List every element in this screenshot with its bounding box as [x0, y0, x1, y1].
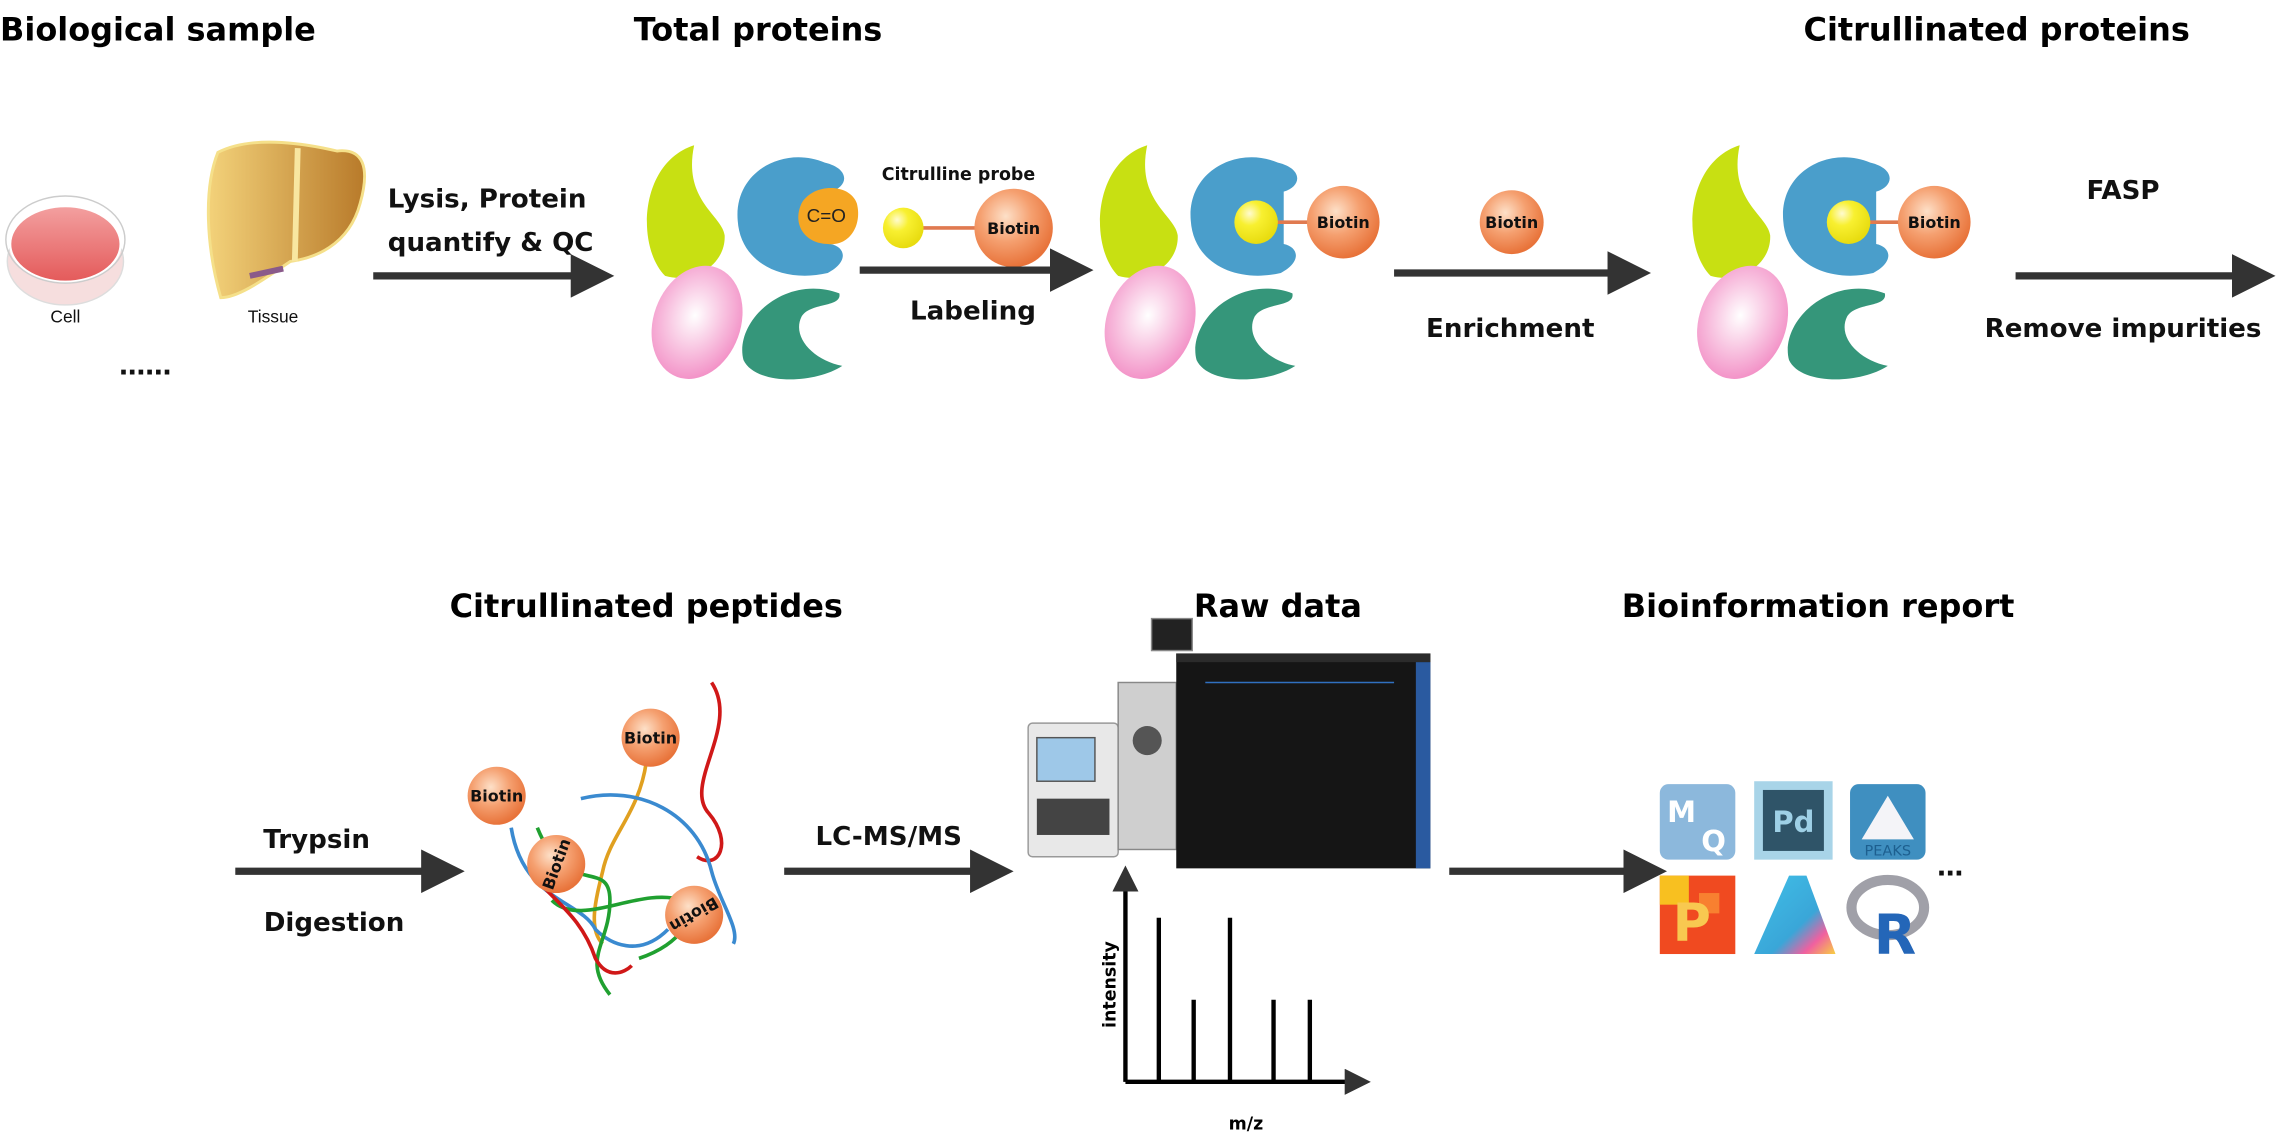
remove-impurities-label: Remove impurities — [1985, 314, 2262, 344]
bioinformation-report-title: Bioinformation report — [1622, 587, 2015, 625]
liver-tissue-icon — [206, 140, 367, 300]
protein-cluster-icon — [636, 145, 845, 392]
cell-label: Cell — [50, 306, 80, 326]
digestion-label: Digestion — [264, 908, 405, 938]
svg-text:PEAKS: PEAKS — [1864, 843, 1911, 859]
citrulline-probe-label: Citrulline probe — [882, 165, 1035, 185]
svg-text:Biotin: Biotin — [470, 787, 523, 806]
probe-ball-icon — [1234, 200, 1278, 244]
x-axis-label: m/z — [1229, 1115, 1264, 1135]
labeling-label: Labeling — [910, 296, 1036, 326]
y-axis-label: intensity — [1100, 940, 1120, 1028]
proteome-discoverer-icon: Pd — [1754, 781, 1833, 860]
mass-spectrometer-icon — [1027, 617, 1431, 869]
svg-text:Q: Q — [1701, 824, 1726, 858]
lysis-label-line1: Lysis, Protein — [388, 185, 587, 215]
petri-dish-icon — [5, 195, 126, 306]
total-proteins-section: Total proteins C=O — [634, 11, 883, 392]
svg-text:P: P — [1673, 893, 1711, 954]
r-icon: R — [1846, 874, 1930, 968]
tissue-label: Tissue — [248, 306, 299, 326]
fasp-label: FASP — [2087, 176, 2160, 206]
lcms-label: LC-MS/MS — [816, 822, 962, 852]
biotin-label: Biotin — [1908, 213, 1961, 232]
fasp-step: FASP Remove impurities — [1985, 176, 2276, 344]
carbonyl-group-icon — [798, 188, 859, 245]
protein-cluster-icon — [1089, 145, 1298, 392]
biotin-tag-icon: Biotin — [527, 834, 586, 894]
biotin-icon — [1897, 185, 1971, 259]
labeled-proteins: Biotin — [1089, 145, 1380, 392]
biotin-label: Biotin — [987, 219, 1040, 238]
biotin-icon — [974, 188, 1053, 268]
skyline-icon — [1754, 875, 1836, 955]
citrullinated-proteins-section: Citrullinated proteins Biotin — [1681, 11, 2190, 392]
svg-text:R: R — [1874, 904, 1916, 968]
mass-spectrum-chart: intensity m/z — [1100, 865, 1371, 1135]
trypsin-label: Trypsin — [263, 825, 370, 855]
citrullinated-peptides-section: Citrullinated peptides Biotin Biotin Bio… — [450, 587, 843, 996]
lysis-label-line2: quantify & QC — [388, 228, 594, 258]
peaks-icon: PEAKS — [1850, 784, 1926, 860]
probe-ball-icon — [1826, 200, 1871, 244]
carbonyl-label: C=O — [807, 205, 846, 226]
biotin-tag-icon: Biotin — [621, 708, 680, 767]
more-software-ellipsis: … — [1937, 853, 1963, 883]
maxquant-icon: M Q — [1659, 784, 1736, 860]
protein-cluster-icon — [1681, 145, 1890, 392]
citrullinated-peptides-title: Citrullinated peptides — [450, 587, 843, 625]
biotin-label: Biotin — [1317, 213, 1370, 232]
biological-sample-title: Biological sample — [0, 11, 316, 49]
biotin-label: Biotin — [1485, 213, 1538, 232]
citrullinated-proteins-title: Citrullinated proteins — [1804, 11, 2190, 49]
raw-data-section: Raw data intensity m/z — [1027, 587, 1668, 1135]
enrichment-label: Enrichment — [1426, 314, 1594, 344]
p-software-icon: P — [1659, 875, 1736, 955]
bioinformation-report-section: Bioinformation report M Q Pd PEAKS P R — [1622, 587, 2015, 968]
lysis-step: Lysis, Protein quantify & QC — [373, 185, 615, 298]
raw-data-title: Raw data — [1194, 587, 1362, 625]
svg-text:Pd: Pd — [1772, 805, 1814, 839]
biotin-bead-icon — [1479, 190, 1544, 255]
biotin-tag-icon: Biotin — [665, 885, 724, 944]
total-proteins-title: Total proteins — [634, 11, 883, 49]
biotin-tag-icon: Biotin — [467, 766, 526, 825]
enrichment-step: Biotin Enrichment — [1394, 190, 1652, 344]
biotin-icon — [1306, 185, 1380, 259]
more-samples-ellipsis: …… — [119, 352, 171, 382]
lcms-step: LC-MS/MS — [784, 822, 1014, 894]
biological-sample-section: Biological sample Cell Tissue …… — [0, 11, 367, 382]
digestion-step: Trypsin Digestion — [235, 825, 465, 938]
probe-ball-icon — [882, 207, 924, 249]
labeling-step: Citrulline probe Biotin Labeling — [859, 165, 1094, 326]
svg-text:M: M — [1667, 795, 1696, 829]
svg-text:Biotin: Biotin — [624, 728, 677, 747]
